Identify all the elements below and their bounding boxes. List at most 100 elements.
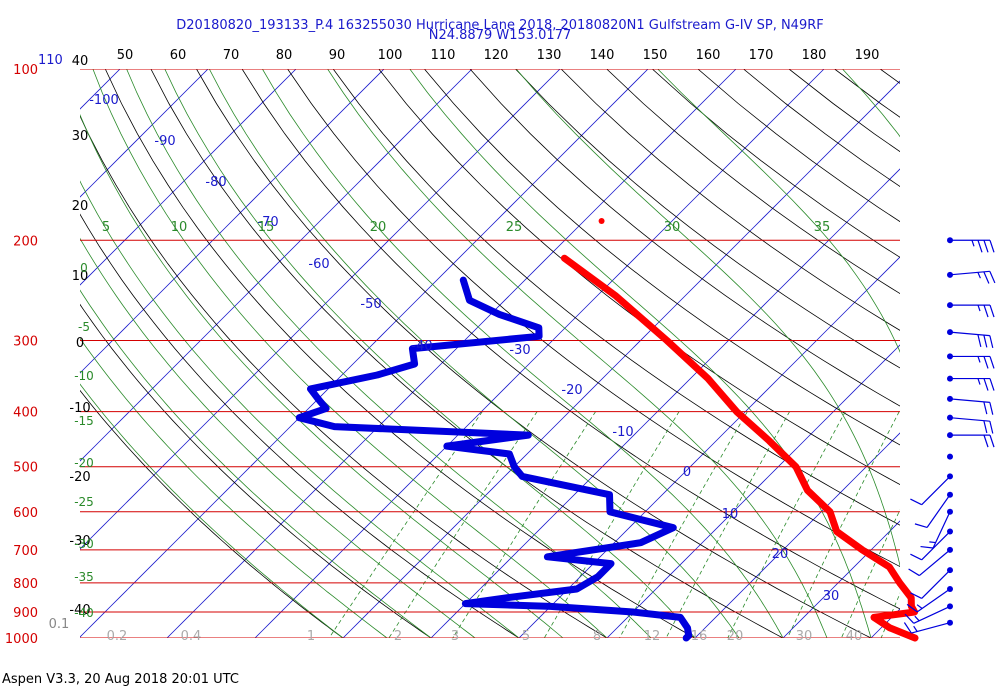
- wind-barb-half-flag: [916, 604, 923, 609]
- wind-barb: [947, 432, 995, 448]
- wind-barb-half-flag: [977, 272, 981, 279]
- temperature-profile: [560, 254, 919, 642]
- wind-barb-staff: [911, 622, 951, 634]
- dry-adiabat-line: [879, 69, 900, 84]
- theta-label: 10: [72, 269, 89, 284]
- theta-label: -30: [69, 534, 90, 549]
- wind-barb-flag: [989, 304, 995, 318]
- top-axis-label: 170: [749, 48, 774, 63]
- moist-left-label: -35: [74, 570, 94, 584]
- pressure-label: 700: [13, 544, 38, 559]
- dry-adiabat-line: [560, 69, 900, 331]
- grid-lines: [80, 69, 1000, 638]
- dry-adiabat-line: [104, 69, 696, 638]
- theta-label: 0: [76, 336, 84, 351]
- moist-left-label: 0: [80, 261, 88, 275]
- wind-barb-flag: [983, 240, 989, 253]
- wind-barb-staff: [949, 417, 990, 422]
- dry-adiabat-line: [241, 69, 900, 610]
- theta-label: -40: [69, 603, 90, 618]
- theta-label: 20: [72, 199, 89, 214]
- wind-barb-flag: [903, 622, 912, 634]
- wind-barb-flag: [989, 356, 995, 369]
- mixing-ratio-line: [841, 508, 900, 638]
- pressure-label: 900: [13, 606, 38, 621]
- wind-barb: [914, 491, 953, 529]
- top-axis-label: 80: [276, 48, 293, 63]
- isotherm-line: [870, 608, 900, 638]
- mixing-ratio-line: [971, 412, 1000, 638]
- isotherm-line: [782, 520, 900, 638]
- theta-label: -20: [69, 470, 90, 485]
- wind-barb-staff: [949, 270, 990, 276]
- wind-barb-flag: [989, 421, 994, 434]
- top-axis-label: 110: [431, 48, 456, 63]
- top-axis-label: 100: [378, 48, 403, 63]
- mixing-ratio-label: 40: [846, 629, 863, 644]
- isotherm-line: [254, 69, 825, 638]
- wind-barb-half-flag: [971, 240, 975, 247]
- wind-barb-staff: [926, 494, 951, 528]
- wind-barb-flag: [977, 334, 982, 347]
- wind-barb-staff: [921, 569, 951, 599]
- moist-adiabat-line: [262, 69, 784, 638]
- dry-adiabat-line: [788, 69, 900, 153]
- top-axis-label: 130: [537, 48, 562, 63]
- mixing-ratio-label: 2: [394, 629, 402, 644]
- dry-adiabat-line: [515, 69, 900, 369]
- wind-barb: [947, 329, 994, 349]
- wind-barb-flag: [983, 334, 988, 348]
- moist-adiabat-label: 30: [664, 220, 681, 235]
- wind-barb: [910, 528, 953, 561]
- moist-adiabat-label: 25: [506, 220, 523, 235]
- wind-barb-staff: [921, 475, 951, 506]
- pressure-label: 300: [13, 334, 38, 349]
- isotherm-label: -40: [411, 339, 432, 354]
- moist-adiabat-label: 15: [258, 220, 275, 235]
- moist-left-label: -5: [78, 320, 90, 334]
- moist-left-label: -15: [74, 414, 94, 428]
- dry-adiabat-line: [80, 303, 432, 638]
- mixing-ratio-label: 16: [691, 629, 708, 644]
- top-axis-label: 160: [696, 48, 721, 63]
- wind-barb-staff: [949, 331, 990, 337]
- theta-label: 30: [72, 129, 89, 144]
- isotherm-line: [80, 69, 297, 286]
- wind-barb-flag: [989, 402, 994, 415]
- dry-adiabat-line: [697, 69, 900, 223]
- moist-adiabat-line: [126, 69, 652, 638]
- isotherm-label: -20: [561, 383, 582, 398]
- wind-barb: [910, 567, 953, 600]
- wind-barb-flag: [910, 498, 922, 506]
- pressure-label: 100: [13, 63, 38, 78]
- isotherm-line: [959, 69, 1000, 638]
- isotherm-line: [342, 80, 900, 638]
- wind-barb: [910, 473, 953, 506]
- wind-barb: [947, 395, 994, 415]
- wind-barb-flag: [983, 434, 989, 448]
- moist-left-label: -30: [74, 537, 94, 551]
- wind-barb-flag: [910, 592, 922, 600]
- pressure-label: 400: [13, 406, 38, 421]
- pressure-label: 200: [13, 234, 38, 249]
- moist-adiabat-label: 10: [171, 220, 188, 235]
- wind-barb-half-flag: [977, 304, 981, 312]
- top-axis-label: 60: [170, 48, 187, 63]
- dry-adiabat-line: [469, 69, 900, 407]
- wind-barb: [908, 546, 953, 577]
- top-axis-label: 190: [855, 48, 880, 63]
- wind-barb-flag: [989, 378, 995, 391]
- moist-adiabat-line: [80, 237, 476, 638]
- moist-adiabat-line: [80, 180, 520, 638]
- isotherm-label: -80: [205, 175, 226, 190]
- wind-barb-half-flag: [913, 625, 918, 632]
- wind-barbs: [903, 237, 996, 634]
- moist-left-label: -40: [74, 606, 94, 620]
- dry-adiabat-line: [834, 69, 900, 118]
- isotherm-line: [80, 69, 649, 638]
- wind-barb-flag: [989, 434, 995, 448]
- moist-adiabat-line: [409, 69, 872, 638]
- mixing-ratio-label: 8: [593, 629, 601, 644]
